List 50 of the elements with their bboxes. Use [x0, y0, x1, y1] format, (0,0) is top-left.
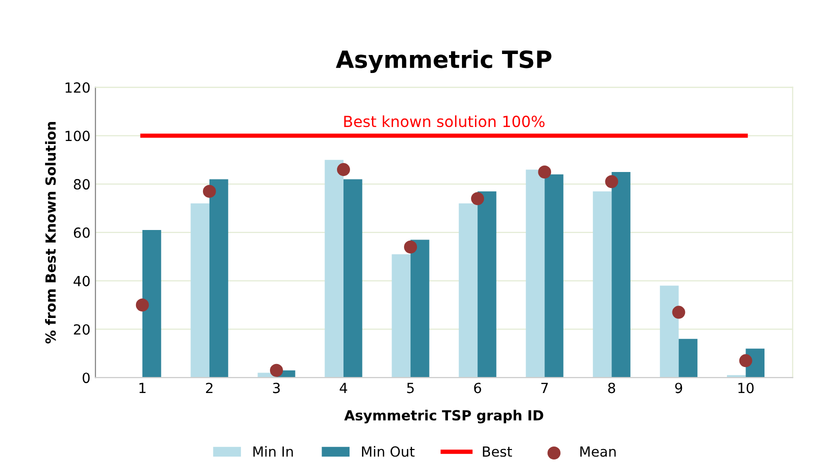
- bar: [392, 254, 411, 378]
- y-axis-title: % from Best Known Solution: [45, 122, 56, 344]
- bar: [612, 172, 630, 378]
- bar: [478, 191, 496, 378]
- y-tick-label: 40: [74, 276, 90, 286]
- bar: [324, 160, 344, 378]
- y-tick-label: 120: [66, 82, 90, 93]
- y-tick-label: 20: [74, 324, 90, 335]
- chart-title: Asymmetric TSP: [336, 50, 552, 73]
- x-axis-title: Asymmetric TSP graph ID: [344, 410, 544, 424]
- point: [672, 306, 686, 319]
- point: [538, 165, 552, 178]
- point: [605, 175, 618, 188]
- y-tick-label: 60: [74, 227, 90, 238]
- legend-label: Best: [482, 446, 512, 457]
- x-tick-label: 5: [407, 382, 414, 394]
- legend-label: Min Out: [362, 446, 415, 457]
- x-tick-label: 4: [340, 382, 348, 394]
- bar: [678, 338, 698, 378]
- x-tick-label: 7: [541, 382, 548, 394]
- bar: [190, 203, 210, 378]
- x-tick-label: 8: [608, 382, 616, 394]
- bar: [660, 286, 679, 378]
- point: [739, 354, 752, 368]
- y-tick-label: 100: [66, 130, 90, 142]
- point: [202, 184, 216, 198]
- x-tick-label: 3: [273, 382, 280, 394]
- bar: [209, 179, 228, 378]
- point: [336, 163, 350, 176]
- bar: [458, 203, 478, 378]
- bar: [410, 240, 430, 378]
- x-tick-label: 6: [474, 382, 482, 394]
- y-tick-label: 0: [82, 372, 90, 384]
- bar: [343, 179, 362, 378]
- bar: [592, 191, 612, 378]
- bar: [142, 230, 162, 378]
- legend-label: Mean: [580, 446, 616, 457]
- x-tick-label: 1: [139, 382, 146, 394]
- x-tick-label: 9: [675, 382, 682, 394]
- point: [136, 298, 149, 312]
- annotation: Best known solution 100%: [344, 115, 545, 128]
- point: [471, 192, 484, 206]
- y-tick-label: 80: [74, 179, 90, 190]
- bar: [526, 170, 545, 378]
- bar: [544, 174, 564, 378]
- legend-label: Min In: [253, 446, 293, 457]
- point: [404, 240, 418, 254]
- point: [270, 364, 283, 377]
- x-tick-label: 10: [738, 382, 754, 394]
- x-tick-label: 2: [206, 382, 212, 394]
